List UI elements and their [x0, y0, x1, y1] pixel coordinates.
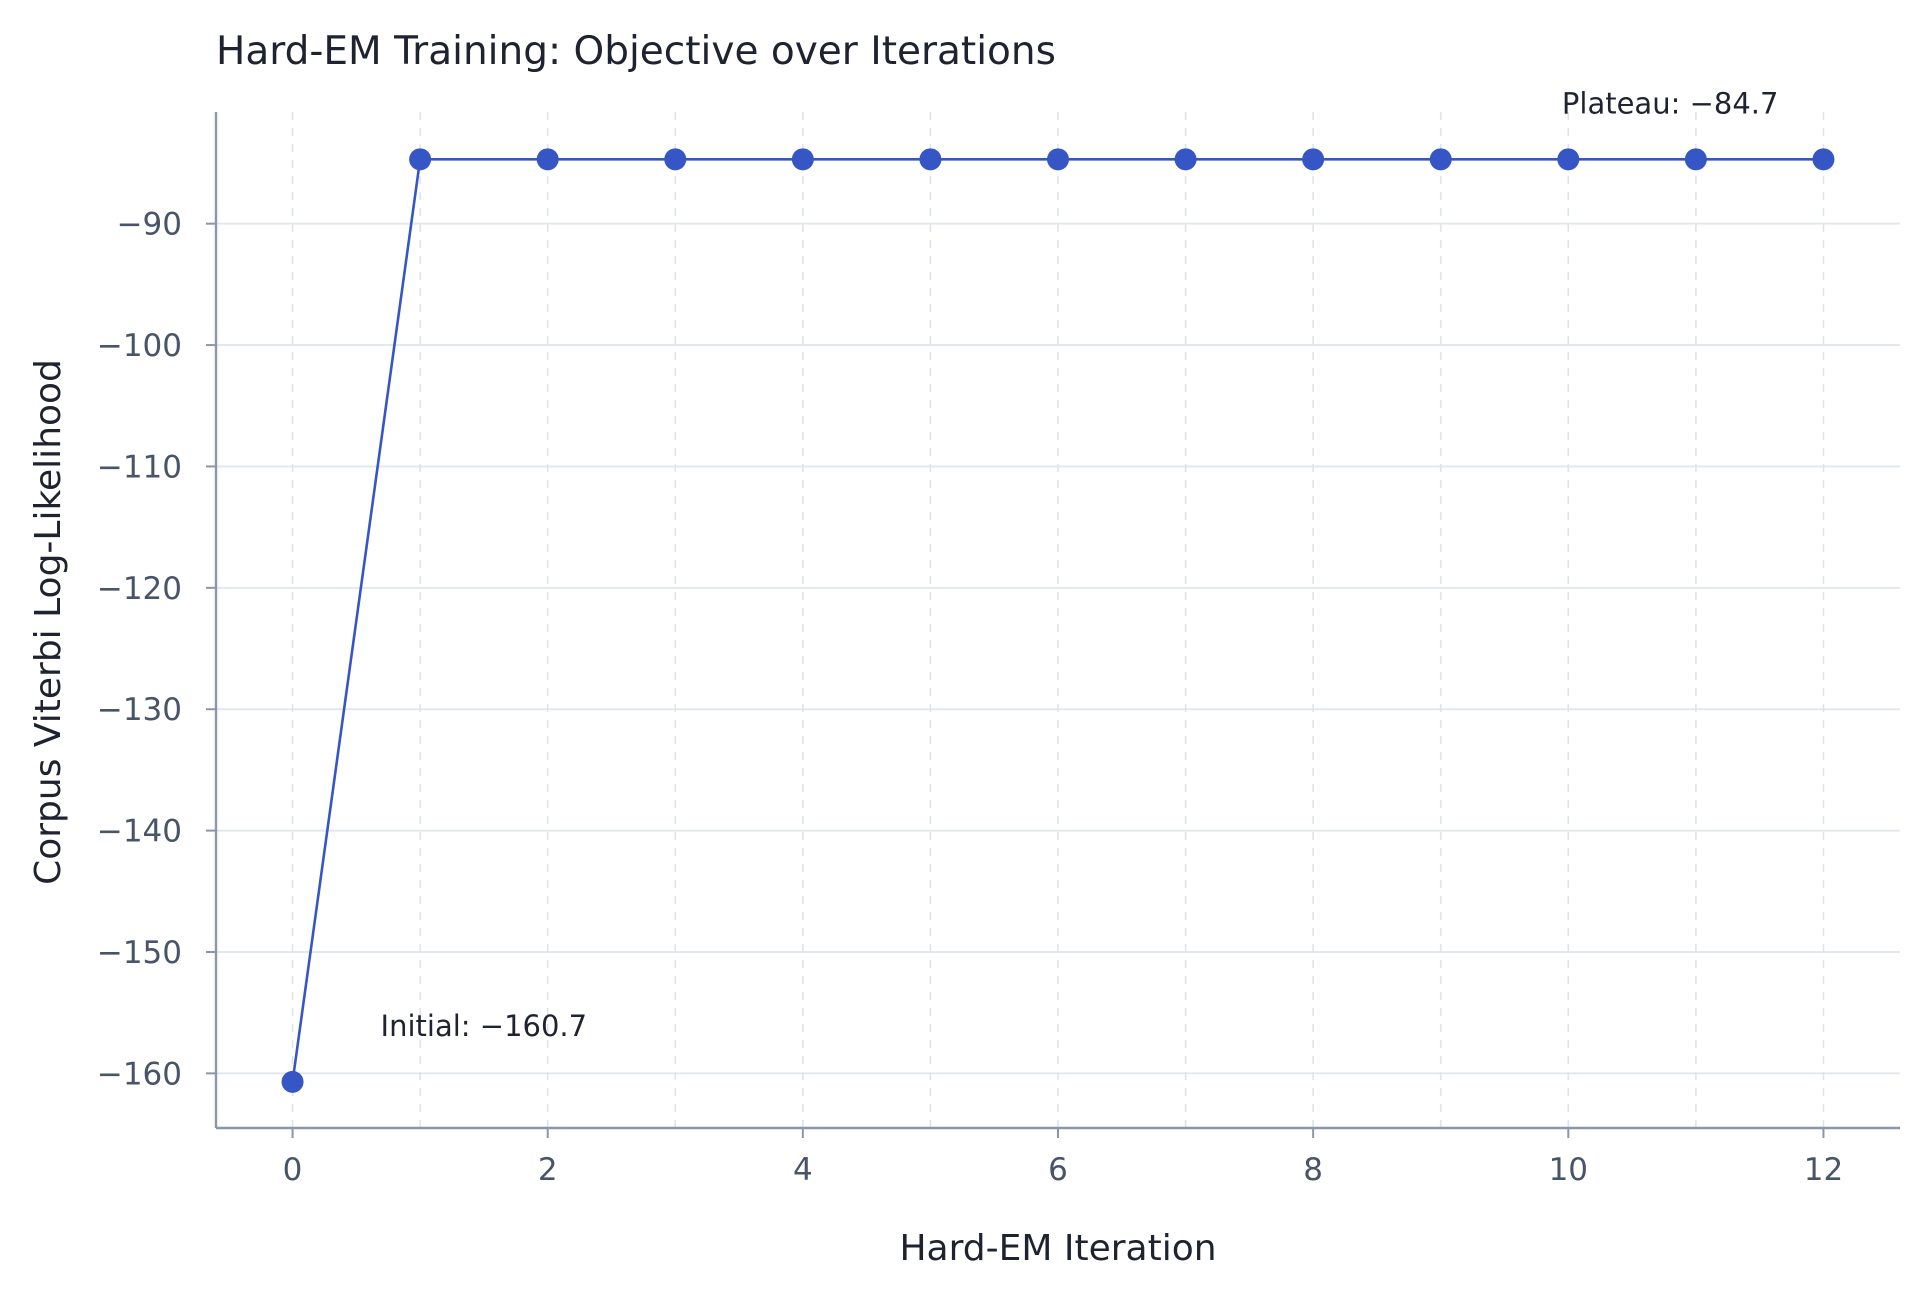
data-point	[664, 148, 687, 171]
x-axis-ticks: 0 2 4 6 8 10 12	[283, 1128, 1843, 1188]
x-tick-label: 2	[538, 1152, 558, 1188]
annotation-plateau: Plateau: −84.7	[1562, 86, 1779, 120]
data-point	[1684, 148, 1707, 171]
y-tick-label: −130	[97, 692, 182, 728]
x-axis-label: Hard-EM Iteration	[899, 1228, 1216, 1269]
y-tick-label: −120	[97, 571, 182, 607]
grid	[216, 112, 1900, 1128]
y-tick-label: −110	[97, 449, 182, 485]
y-tick-label: −150	[97, 935, 182, 971]
series-line	[291, 158, 1824, 1083]
axes	[214, 112, 1900, 1130]
x-tick-label: 10	[1549, 1152, 1588, 1188]
y-axis-ticks: −160 −150 −140 −130 −120 −110 −100 −90	[97, 207, 216, 1092]
y-axis-label: Corpus Viterbi Log-Likelihood	[28, 359, 69, 885]
data-point	[791, 148, 814, 171]
annotation-initial: Initial: −160.7	[381, 1009, 588, 1043]
y-tick-label: −140	[97, 814, 182, 850]
y-tick-label: −90	[117, 207, 182, 243]
data-point	[919, 148, 942, 171]
x-tick-label: 0	[283, 1152, 303, 1188]
x-tick-label: 8	[1303, 1152, 1323, 1188]
x-tick-label: 6	[1048, 1152, 1068, 1188]
data-point	[1812, 148, 1835, 171]
x-tick-label: 4	[793, 1152, 813, 1188]
data-point	[536, 148, 559, 171]
data-point	[281, 1070, 304, 1093]
data-point	[1429, 148, 1452, 171]
series	[281, 148, 1835, 1093]
data-point	[1174, 148, 1197, 171]
annotations: Initial: −160.7 Plateau: −84.7	[381, 86, 1779, 1043]
y-tick-label: −160	[97, 1056, 182, 1092]
y-tick-label: −100	[97, 328, 182, 364]
data-point	[1302, 148, 1325, 171]
data-point	[409, 148, 432, 171]
data-point	[1557, 148, 1580, 171]
chart-title: Hard-EM Training: Objective over Iterati…	[216, 29, 1056, 74]
data-point	[1047, 148, 1069, 171]
x-tick-label: 12	[1804, 1152, 1843, 1188]
